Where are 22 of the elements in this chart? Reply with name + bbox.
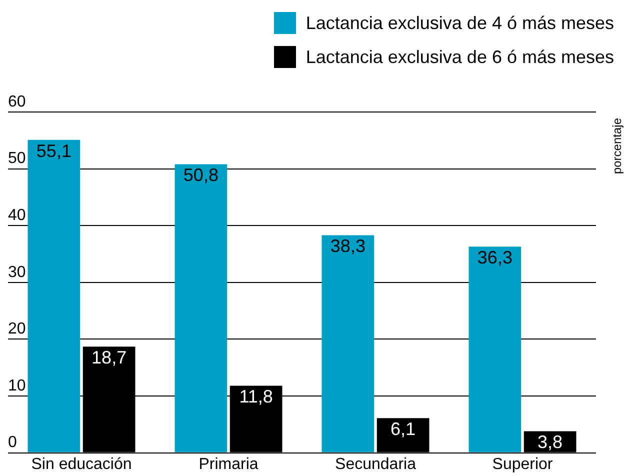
y-tick-label: 30 [8, 264, 26, 281]
data-label: 36,3 [477, 248, 512, 268]
y-tick-label: 10 [8, 377, 26, 394]
data-label: 3,8 [538, 432, 563, 452]
y-axis-title: porcentaje [610, 118, 624, 174]
y-tick-label: 20 [8, 320, 26, 338]
data-label: 55,1 [36, 140, 72, 161]
x-tick-label: Primaria [198, 456, 258, 473]
data-label: 18,7 [92, 348, 127, 368]
y-tick-label: 50 [8, 150, 26, 168]
data-label: 38,3 [330, 236, 366, 256]
data-label: 11,8 [239, 386, 273, 407]
y-tick-label: 0 [8, 434, 17, 452]
data-label: 50,8 [183, 165, 218, 186]
data-label: 6,1 [390, 419, 416, 440]
x-tick-label: Sin educación [31, 456, 132, 473]
legend-label: Lactancia exclusiva de 4 ó más meses [306, 12, 614, 34]
y-tick-label: 40 [8, 207, 26, 224]
y-tick-label: 60 [8, 93, 26, 110]
x-tick-label: Secundaria [335, 456, 416, 473]
legend-label: Lactancia exclusiva de 6 ó más meses [306, 46, 614, 68]
x-tick-label: Superior [492, 456, 554, 473]
